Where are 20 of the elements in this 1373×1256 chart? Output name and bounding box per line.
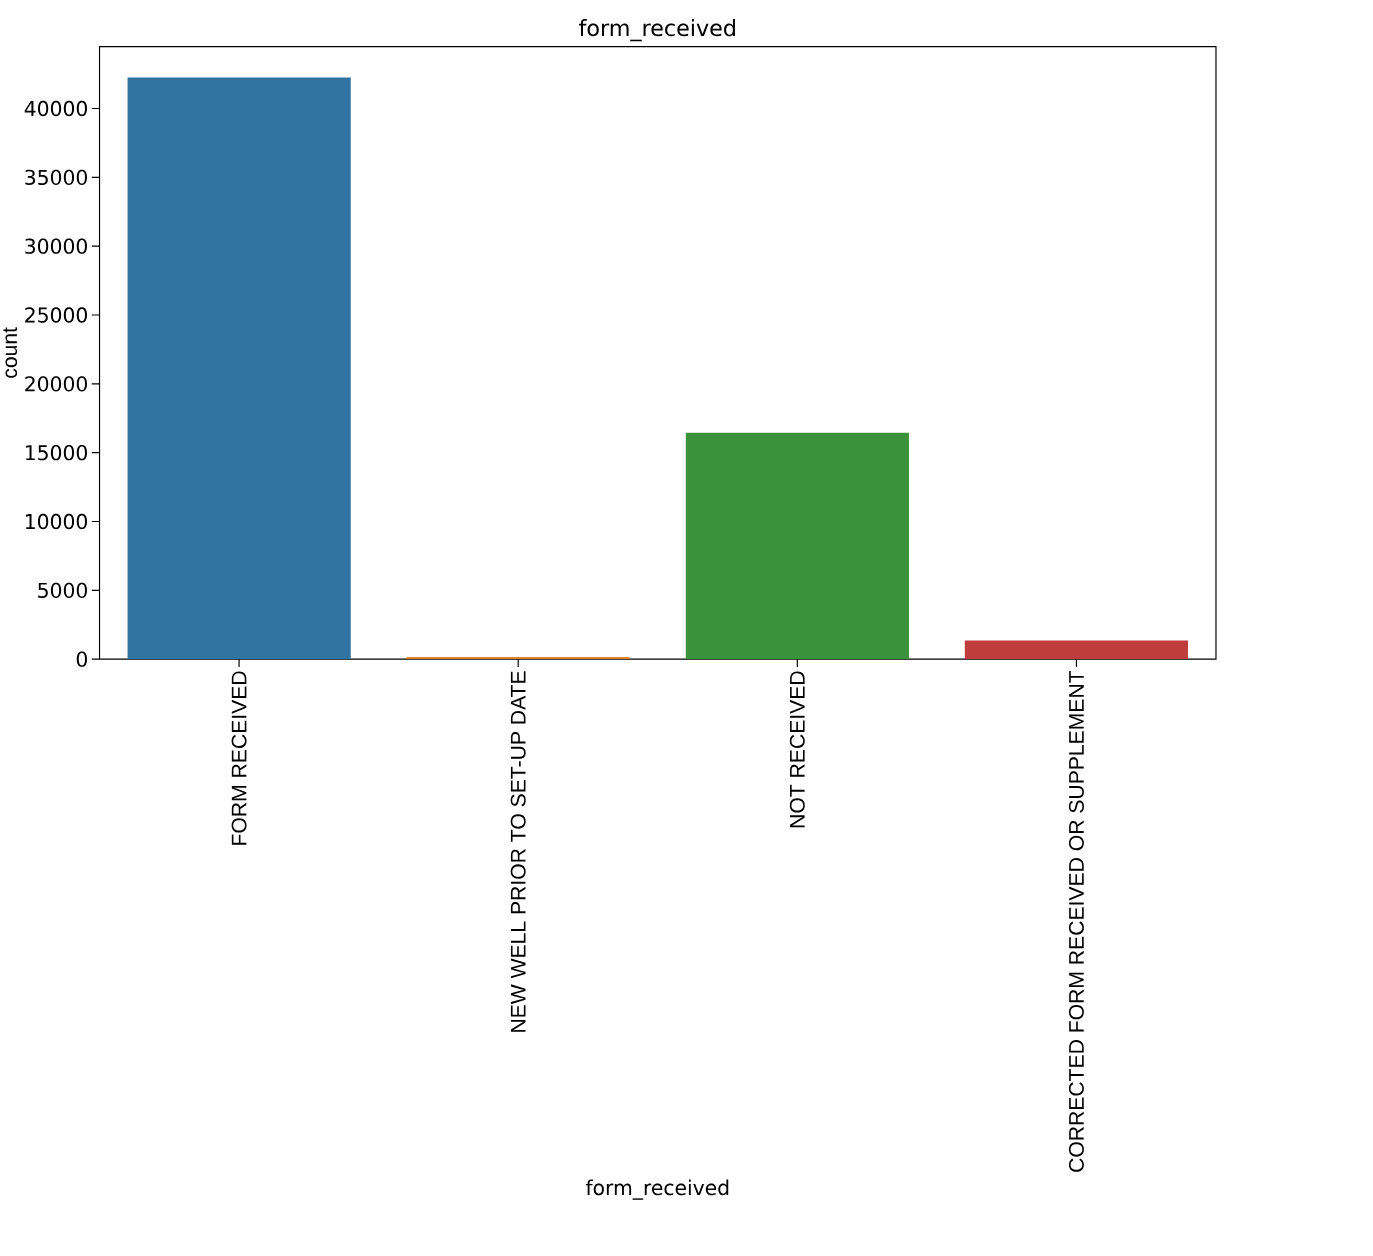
bar [964, 640, 1189, 660]
y-tick-label: 25000 [25, 307, 87, 323]
x-tick-label: NEW WELL PRIOR TO SET-UP DATE [510, 671, 526, 1032]
bar [406, 657, 630, 660]
x-tick-label: CORRECTED FORM RECEIVED OR SUPPLEMENT [1068, 670, 1084, 1172]
bar [685, 432, 909, 660]
y-tick-label: 30000 [25, 238, 87, 254]
y-tick-label: 5000 [38, 582, 87, 598]
y-tick-label: 20000 [25, 376, 87, 392]
x-axis-title: form_received [585, 1179, 729, 1200]
x-tick-label: FORM RECEIVED [231, 671, 247, 845]
y-tick-label: 0 [76, 651, 87, 667]
y-axis-title: count [3, 327, 18, 378]
bar [127, 77, 351, 660]
chart-title: form_received [579, 18, 735, 42]
y-tick-label: 15000 [25, 444, 87, 461]
y-tick-label: 10000 [25, 513, 87, 530]
x-tick-label: NOT RECEIVED [789, 671, 805, 828]
y-tick-label: 40000 [24, 100, 87, 117]
y-tick-label: 35000 [25, 169, 87, 185]
